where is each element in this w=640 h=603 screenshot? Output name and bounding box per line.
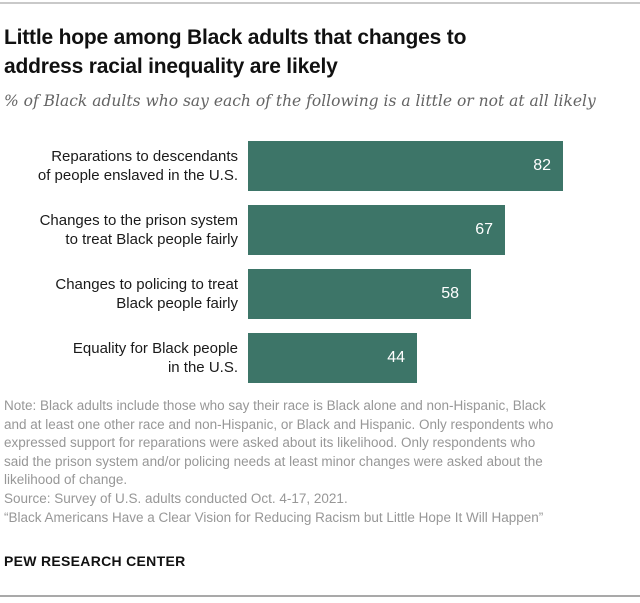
chart-title-line: Little hope among Black adults that chan… bbox=[4, 26, 467, 49]
bar: 82 bbox=[248, 141, 563, 191]
chart-notes: Note: Black adults include those who say… bbox=[4, 397, 630, 527]
bar: 58 bbox=[248, 269, 471, 319]
category-label: Equality for Black people in the U.S. bbox=[0, 333, 238, 383]
category-label: Reparations to descendants of people ens… bbox=[0, 141, 238, 191]
bar-value-label: 82 bbox=[533, 157, 551, 174]
category-label-line: in the U.S. bbox=[167, 359, 238, 376]
category-label: Changes to policing to treat Black peopl… bbox=[0, 269, 238, 319]
chart-row: Equality for Black people in the U.S. 44 bbox=[0, 333, 640, 383]
bar: 67 bbox=[248, 205, 505, 255]
category-label: Changes to the prison system to treat Bl… bbox=[0, 205, 238, 255]
chart-row: Changes to policing to treat Black peopl… bbox=[0, 269, 640, 319]
category-label-line: Reparations to descendants bbox=[51, 148, 238, 165]
category-label-line: to treat Black people fairly bbox=[65, 231, 238, 248]
note-line: expressed support for reparations were a… bbox=[4, 435, 536, 451]
chart-row: Changes to the prison system to treat Bl… bbox=[0, 205, 640, 255]
note-line: Note: Black adults include those who say… bbox=[4, 398, 546, 413]
bar-value-label: 67 bbox=[475, 221, 493, 238]
category-label-line: of people enslaved in the U.S. bbox=[37, 167, 238, 184]
top-divider bbox=[0, 2, 640, 4]
category-label-line: Changes to policing to treat bbox=[55, 276, 238, 293]
bar-chart: Reparations to descendants of people ens… bbox=[0, 141, 640, 383]
chart-row: Reparations to descendants of people ens… bbox=[0, 141, 640, 191]
note-line: likelihood of change. bbox=[4, 472, 128, 488]
bar-value-label: 44 bbox=[387, 349, 405, 366]
source-line: Source: Survey of U.S. adults conducted … bbox=[4, 490, 348, 506]
chart-title-line: address racial inequality are likely bbox=[4, 55, 338, 78]
note-line: and at least one other race and non-Hisp… bbox=[4, 416, 554, 432]
chart-subtitle: % of Black adults who say each of the fo… bbox=[4, 92, 596, 110]
category-label-line: Black people fairly bbox=[116, 295, 238, 312]
bar-value-label: 58 bbox=[441, 285, 459, 302]
category-label-line: Changes to the prison system bbox=[39, 212, 238, 229]
bottom-divider bbox=[0, 595, 640, 597]
chart-title: Little hope among Black adults that chan… bbox=[4, 23, 630, 81]
bar: 44 bbox=[248, 333, 417, 383]
report-title-line: “Black Americans Have a Clear Vision for… bbox=[4, 509, 544, 525]
note-line: said the prison system and/or policing n… bbox=[4, 453, 543, 469]
pew-research-center-wordmark: PEW RESEARCH CENTER bbox=[4, 553, 186, 570]
category-label-line: Equality for Black people bbox=[72, 340, 238, 357]
